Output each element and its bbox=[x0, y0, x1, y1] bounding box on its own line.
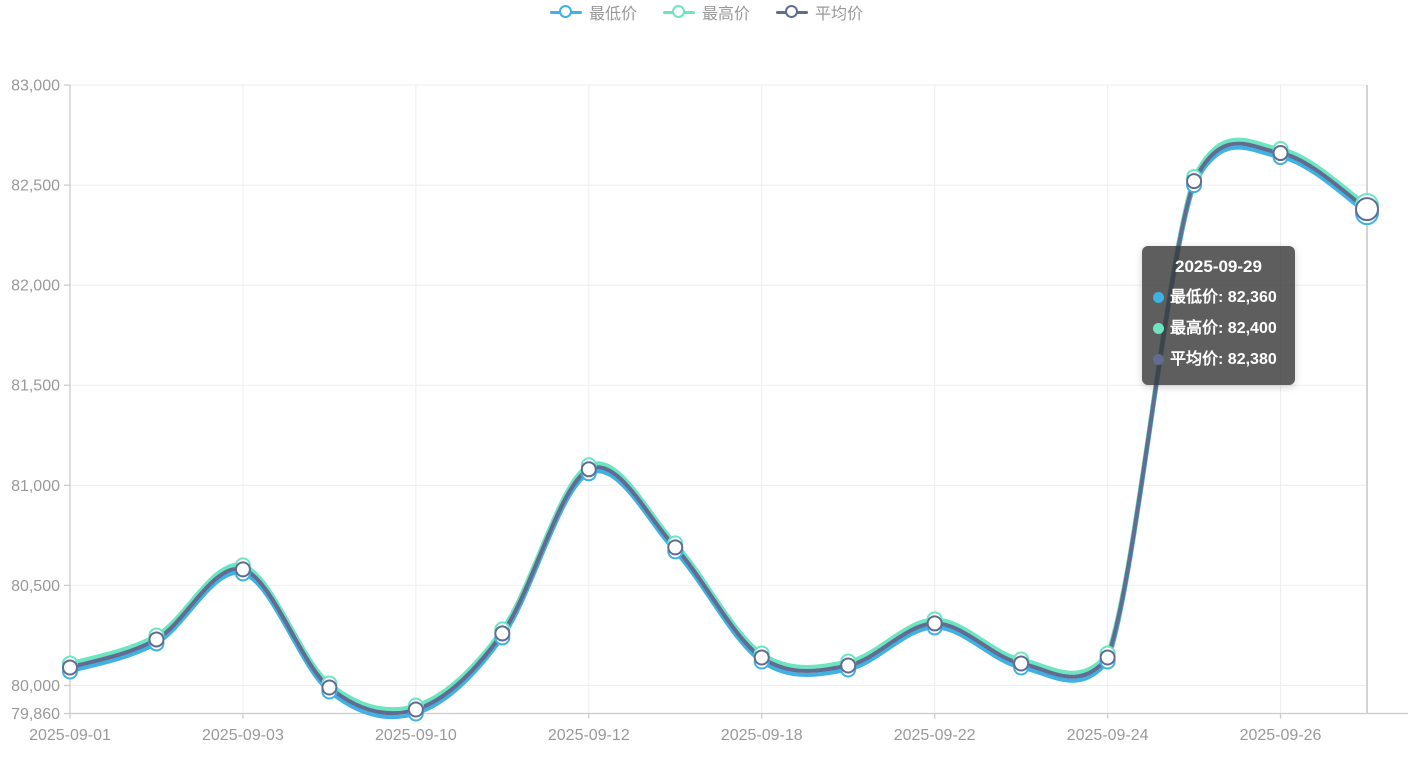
y-axis-label: 82,000 bbox=[11, 278, 60, 295]
legend-line-icon bbox=[549, 4, 582, 20]
average-marker[interactable] bbox=[753, 649, 770, 666]
average-marker[interactable] bbox=[1013, 655, 1030, 672]
legend-label: 平均价 bbox=[815, 6, 864, 23]
legend-label: 最高价 bbox=[701, 6, 750, 23]
x-axis-label: 2025-09-22 bbox=[894, 727, 976, 744]
legend: 最低价 最高价 平均价 bbox=[0, 1, 1413, 23]
x-axis-label: 2025-09-10 bbox=[375, 727, 457, 744]
x-axis-label: 2025-09-03 bbox=[202, 727, 284, 744]
average-marker[interactable] bbox=[926, 615, 943, 632]
x-axis-label: 2025-09-26 bbox=[1240, 727, 1322, 744]
average-marker[interactable] bbox=[580, 461, 597, 478]
average-marker[interactable] bbox=[1272, 145, 1289, 162]
average-marker[interactable] bbox=[494, 625, 511, 642]
average-marker[interactable] bbox=[840, 657, 857, 674]
legend-line-icon bbox=[776, 4, 808, 20]
x-axis-label: 2025-09-24 bbox=[1067, 727, 1149, 744]
legend-item-lowest[interactable]: 最低价 bbox=[549, 0, 637, 24]
series-line-lowest bbox=[68, 145, 1369, 720]
x-axis-label: 2025-09-12 bbox=[548, 727, 630, 744]
average-marker[interactable] bbox=[148, 631, 165, 648]
average-marker[interactable] bbox=[62, 659, 78, 676]
legend-line-icon bbox=[662, 4, 695, 20]
y-axis-label: 80,000 bbox=[11, 678, 60, 695]
legend-circle bbox=[671, 5, 685, 18]
y-axis-label: 83,000 bbox=[11, 78, 60, 95]
legend-item-average[interactable]: 平均价 bbox=[776, 0, 863, 24]
y-axis-label: 82,500 bbox=[11, 178, 60, 195]
x-axis-label: 2025-09-01 bbox=[29, 727, 111, 744]
y-axis-label: 80,500 bbox=[11, 578, 60, 595]
series-line-highest bbox=[68, 137, 1369, 712]
legend-label: 最低价 bbox=[588, 6, 637, 23]
x-axis-label: 2025-09-18 bbox=[721, 727, 803, 744]
series-line-average bbox=[68, 141, 1369, 716]
average-marker[interactable] bbox=[1355, 197, 1379, 222]
y-axis-label: 81,500 bbox=[11, 378, 60, 395]
average-marker[interactable] bbox=[321, 679, 338, 696]
average-marker[interactable] bbox=[1099, 649, 1116, 666]
average-marker[interactable] bbox=[667, 539, 684, 556]
legend-circle bbox=[785, 5, 798, 18]
legend-circle bbox=[558, 5, 572, 18]
average-marker[interactable] bbox=[234, 561, 251, 578]
average-marker[interactable] bbox=[407, 701, 424, 718]
y-axis-label: 79,860 bbox=[11, 706, 60, 723]
y-axis-label: 81,000 bbox=[11, 478, 60, 495]
legend-item-highest[interactable]: 最高价 bbox=[662, 0, 750, 24]
average-marker[interactable] bbox=[1186, 173, 1203, 190]
